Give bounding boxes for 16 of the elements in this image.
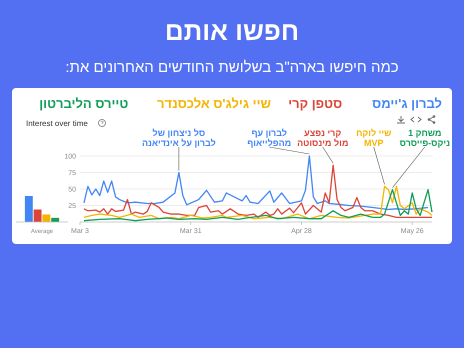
annotation: לברון עף מהפלייאוף — [247, 128, 292, 148]
bar — [34, 210, 42, 222]
line-series — [83, 155, 429, 210]
annotation: משחק 1 ניקס-פייסרס — [400, 128, 450, 148]
chart-subtitle: כמה חיפשו בארה"ב בשלושת החודשים האחרונים את: — [65, 59, 399, 76]
bar — [24, 196, 33, 222]
text: שיי גילג'ס אלכסנדר — [157, 96, 271, 111]
chart-title: חפשו אותם — [164, 16, 300, 46]
text: Interest over time — [26, 119, 88, 128]
bar — [42, 214, 50, 222]
annotation: סל ניצחון של לברון על אינדיאנה — [142, 128, 216, 148]
text: לברון ג'יימס — [372, 96, 442, 111]
text: טיירס הליברטון — [39, 96, 128, 111]
annotation: קרי נפצע מול מינסוטה — [297, 128, 348, 148]
line-series — [83, 164, 433, 218]
text: סטפן קרי — [288, 96, 342, 111]
